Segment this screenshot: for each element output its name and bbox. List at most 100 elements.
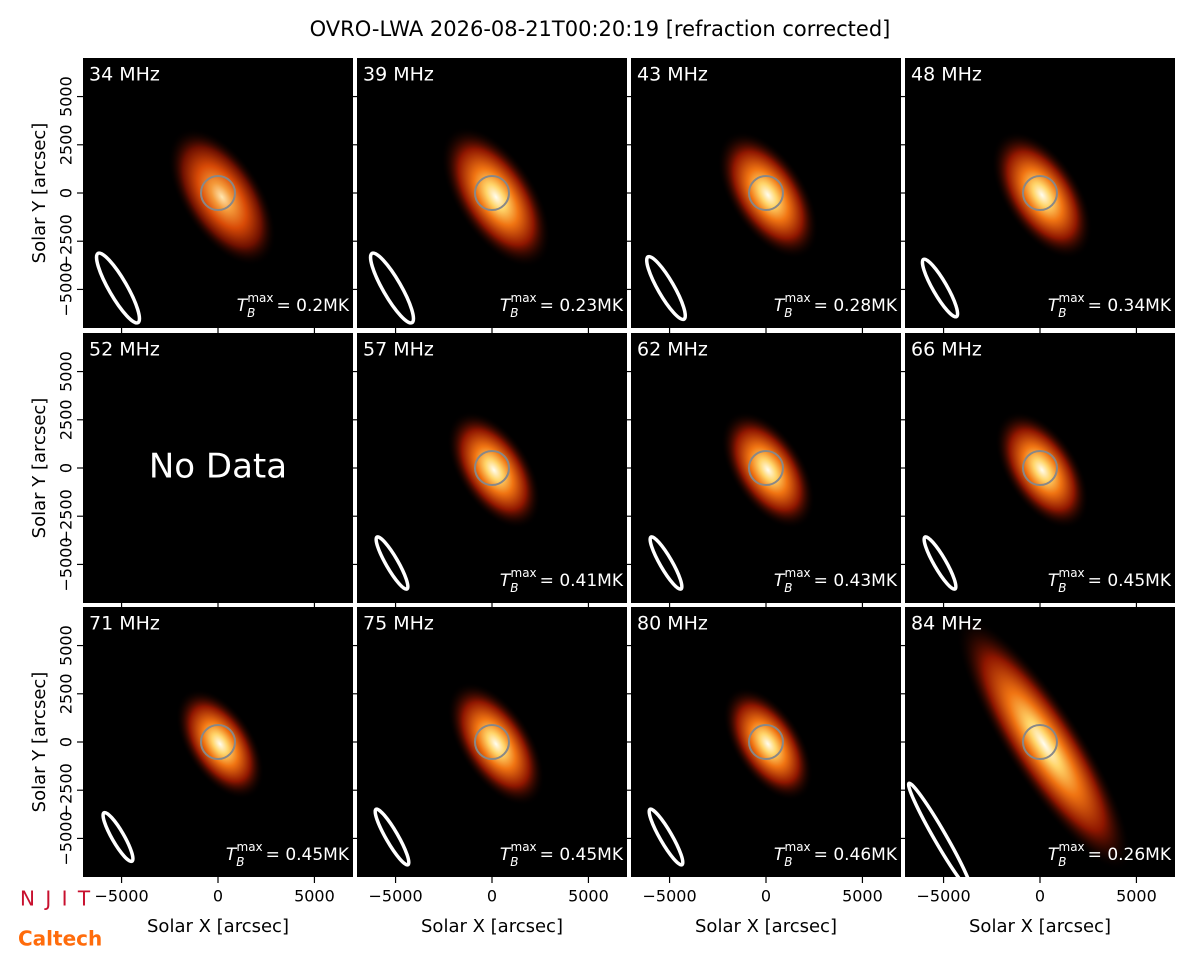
emission bbox=[167, 128, 277, 266]
tb-value: = 0.28MK bbox=[814, 296, 898, 316]
tb-sub: B bbox=[236, 855, 244, 869]
tb-sup: max bbox=[511, 291, 537, 305]
tb-sub: B bbox=[1058, 855, 1066, 869]
x-tick-label: 5000 bbox=[294, 887, 335, 906]
y-tick-label: 0 bbox=[57, 737, 76, 747]
tb-value: = 0.2MK bbox=[277, 296, 350, 316]
frequency-label: 80 MHz bbox=[637, 613, 708, 635]
tb-max-label: TBmax = 0.45MK bbox=[500, 840, 624, 869]
tb-max-label: TBmax = 0.46MK bbox=[774, 840, 898, 869]
panel bbox=[83, 607, 353, 877]
y-tick-label: 0 bbox=[57, 188, 76, 198]
tb-max-label: TBmax = 0.45MK bbox=[1048, 566, 1172, 595]
tb-max-label: TBmax = 0.34MK bbox=[1048, 291, 1172, 320]
panel bbox=[83, 58, 353, 328]
panel bbox=[631, 607, 901, 877]
tb-symbol: T bbox=[237, 296, 249, 316]
x-tick-label: −5000 bbox=[917, 887, 971, 906]
panel bbox=[905, 333, 1175, 603]
tb-max-label: TBmax = 0.41MK bbox=[500, 566, 624, 595]
tb-sub: B bbox=[1058, 306, 1066, 320]
no-data-label: No Data bbox=[149, 447, 287, 487]
x-tick-label: 5000 bbox=[1116, 887, 1157, 906]
frequency-label: 48 MHz bbox=[911, 64, 982, 86]
emission bbox=[447, 411, 541, 529]
solar-disk bbox=[748, 175, 784, 211]
emission bbox=[722, 687, 814, 801]
beam bbox=[94, 251, 142, 325]
y-tick-label: −2500 bbox=[57, 763, 76, 817]
tb-sub: B bbox=[247, 306, 255, 320]
y-axis-label: Solar Y [arcsec] bbox=[29, 398, 50, 539]
tb-sup: max bbox=[785, 291, 811, 305]
chart-title: OVRO-LWA 2026-08-21T00:20:19 [refraction… bbox=[310, 17, 891, 41]
x-tick-label: −5000 bbox=[95, 887, 149, 906]
tb-sup: max bbox=[511, 840, 537, 854]
x-axis-label: Solar X [arcsec] bbox=[969, 916, 1111, 937]
tb-max-label: TBmax = 0.28MK bbox=[774, 291, 898, 320]
tb-sub: B bbox=[510, 855, 518, 869]
x-tick-label: 0 bbox=[213, 887, 223, 906]
panel bbox=[357, 58, 627, 328]
panel-background bbox=[83, 333, 353, 603]
tb-sub: B bbox=[784, 306, 792, 320]
x-tick-label: −5000 bbox=[369, 887, 423, 906]
tb-value: = 0.45MK bbox=[540, 845, 624, 865]
beam bbox=[368, 251, 416, 325]
frequency-label: 66 MHz bbox=[911, 339, 982, 361]
beam bbox=[101, 810, 135, 864]
tb-value: = 0.43MK bbox=[814, 571, 898, 591]
solar-disk bbox=[748, 450, 784, 486]
emission bbox=[447, 682, 545, 806]
tb-sup: max bbox=[247, 291, 273, 305]
y-tick-label: 5000 bbox=[57, 76, 76, 117]
solar-disk bbox=[200, 175, 236, 211]
emission bbox=[991, 131, 1093, 259]
tb-value: = 0.45MK bbox=[266, 845, 350, 865]
frequency-label: 34 MHz bbox=[89, 64, 160, 86]
tb-sub: B bbox=[784, 581, 792, 595]
panel bbox=[905, 58, 1175, 328]
solar-disk bbox=[474, 175, 510, 211]
tb-sup: max bbox=[1059, 291, 1085, 305]
frequency-label: 57 MHz bbox=[363, 339, 434, 361]
tb-symbol: T bbox=[500, 571, 512, 591]
tb-value: = 0.34MK bbox=[1088, 296, 1172, 316]
panel bbox=[905, 607, 1175, 877]
solar-disk bbox=[474, 724, 510, 760]
emission bbox=[956, 616, 1132, 872]
frequency-label: 43 MHz bbox=[637, 64, 708, 86]
frequency-label: 62 MHz bbox=[637, 339, 708, 361]
x-axis-label: Solar X [arcsec] bbox=[695, 916, 837, 937]
beam bbox=[374, 535, 410, 591]
x-tick-label: 0 bbox=[1035, 887, 1045, 906]
y-tick-label: −2500 bbox=[57, 489, 76, 543]
njit-logo: N J I T bbox=[20, 887, 92, 911]
solar-disk bbox=[1022, 175, 1058, 211]
tb-sub: B bbox=[510, 581, 518, 595]
tb-symbol: T bbox=[1048, 571, 1060, 591]
tb-symbol: T bbox=[500, 296, 512, 316]
x-tick-label: 5000 bbox=[842, 887, 883, 906]
y-tick-label: 2500 bbox=[57, 399, 76, 440]
x-tick-label: 5000 bbox=[568, 887, 609, 906]
y-tick-label: 5000 bbox=[57, 351, 76, 392]
y-tick-label: 5000 bbox=[57, 625, 76, 666]
panel bbox=[357, 333, 627, 603]
tb-symbol: T bbox=[226, 845, 238, 865]
frequency-label: 39 MHz bbox=[363, 64, 434, 86]
tb-symbol: T bbox=[774, 571, 786, 591]
tb-symbol: T bbox=[1048, 296, 1060, 316]
tb-max-label: TBmax = 0.45MK bbox=[226, 840, 350, 869]
y-tick-label: 2500 bbox=[57, 673, 76, 714]
tb-sub: B bbox=[1058, 581, 1066, 595]
y-tick-label: −5000 bbox=[57, 537, 76, 591]
beam bbox=[648, 535, 684, 591]
solar-disk bbox=[474, 450, 510, 486]
tb-sup: max bbox=[1059, 840, 1085, 854]
tb-value: = 0.46MK bbox=[814, 845, 898, 865]
tb-symbol: T bbox=[774, 845, 786, 865]
beam bbox=[373, 807, 411, 867]
solar-disk bbox=[200, 724, 236, 760]
solar-disk bbox=[1022, 450, 1058, 486]
